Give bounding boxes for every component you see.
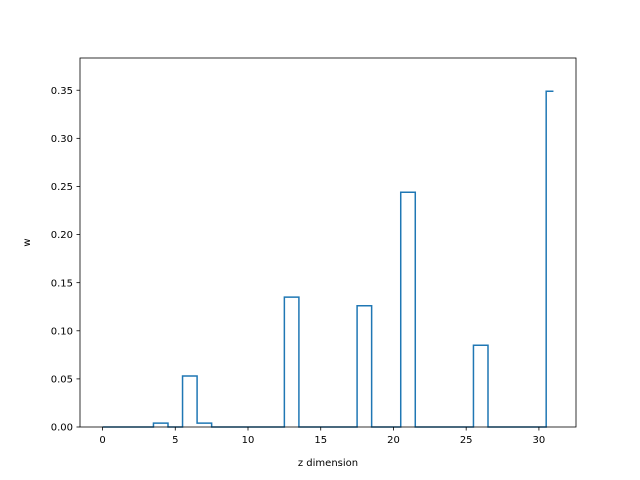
y-tick-label: 0.05	[51, 374, 73, 385]
x-tick-label: 0	[99, 435, 105, 446]
y-axis: 0.00 0.05 0.10 0.15 0.20 0.25 0.30 0.35	[51, 86, 80, 434]
y-tick-label: 0.00	[51, 423, 73, 434]
x-tick-label: 5	[172, 435, 178, 446]
axes-frame	[79, 57, 577, 428]
y-tick-label: 0.25	[51, 182, 73, 193]
y-tick-label: 0.35	[51, 86, 73, 97]
y-axis-label: w	[22, 238, 33, 246]
y-tick-label: 0.30	[51, 134, 73, 145]
x-tick-label: 30	[533, 435, 546, 446]
x-tick-label: 20	[387, 435, 400, 446]
x-tick-label: 10	[242, 435, 255, 446]
x-tick-label: 25	[460, 435, 473, 446]
x-axis-label: z dimension	[298, 458, 358, 469]
y-tick-label: 0.15	[51, 278, 73, 289]
y-tick-label: 0.20	[51, 230, 73, 241]
x-tick-label: 15	[314, 435, 327, 446]
x-axis: 0 5 10 15 20 25 30	[99, 427, 545, 446]
y-tick-label: 0.10	[51, 326, 73, 337]
